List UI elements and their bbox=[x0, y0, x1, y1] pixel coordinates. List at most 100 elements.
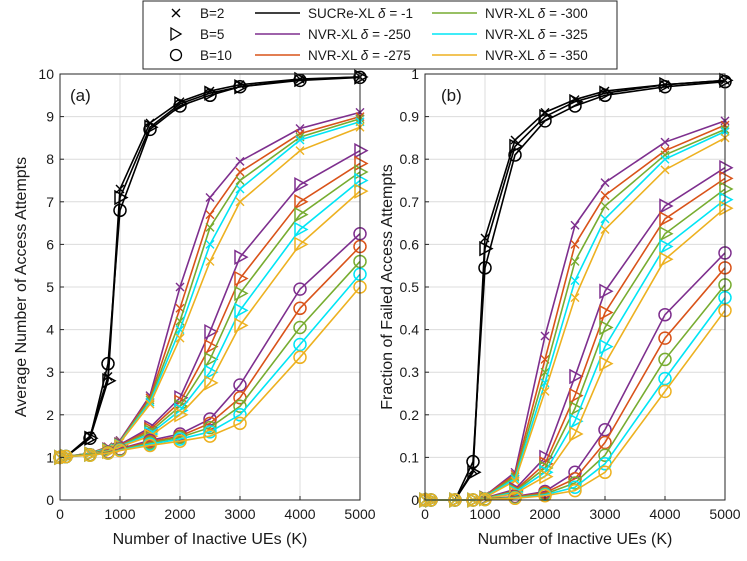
data-point-x-marker bbox=[235, 167, 245, 177]
panel-b-ytick-label: 0.8 bbox=[400, 151, 420, 167]
data-point-x-marker bbox=[600, 178, 610, 188]
data-point-circle-marker bbox=[466, 454, 480, 469]
data-point-x-marker bbox=[295, 135, 305, 145]
circle-marker-icon bbox=[169, 48, 183, 62]
data-point-triangle-marker bbox=[102, 372, 117, 389]
data-point-x-marker bbox=[660, 154, 670, 164]
panel-b-ytick-label: 0.1 bbox=[400, 449, 420, 465]
panel-a-ytick-label: 8 bbox=[46, 151, 54, 167]
x-marker-icon bbox=[171, 8, 181, 18]
panel-a-ytick-label: 3 bbox=[46, 364, 54, 380]
data-point-triangle-marker bbox=[234, 79, 249, 95]
panel-b-ytick-label: 0.3 bbox=[400, 364, 420, 380]
legend-label-nvr-350: NVR-XL δ = -350 bbox=[485, 48, 588, 63]
legend-entry-nvr-325: NVR-XL δ = -325 bbox=[432, 27, 588, 42]
data-point-triangle-marker bbox=[354, 172, 369, 189]
legend-label-b2: B=2 bbox=[200, 6, 224, 21]
data-point-circle-marker bbox=[293, 337, 307, 352]
data-point-triangle-marker bbox=[234, 317, 249, 334]
panel-a-xlabel: Number of Inactive UEs (K) bbox=[113, 531, 308, 548]
legend-label-b5: B=5 bbox=[200, 27, 224, 42]
data-point-triangle-marker bbox=[294, 71, 309, 88]
data-point-triangle-marker bbox=[294, 177, 309, 193]
panel-a-xtick-label: 1000 bbox=[104, 506, 135, 522]
legend-entry-b2: B=2 bbox=[171, 6, 224, 21]
data-point-circle-marker bbox=[568, 483, 582, 498]
data-point-triangle-marker bbox=[659, 198, 674, 214]
data-point-triangle-marker bbox=[719, 191, 734, 208]
panel-a-ytick-label: 7 bbox=[46, 194, 54, 210]
data-point-circle-marker bbox=[233, 416, 247, 431]
data-point-circle-marker bbox=[143, 438, 157, 453]
panel-b-ticks: 0 1000 2000 3000 4000 5000 0 0.1 0.2 0.3 0.4 0.5 0.6… bbox=[400, 66, 741, 522]
data-point-triangle-marker bbox=[354, 183, 369, 199]
data-point-triangle-marker bbox=[234, 270, 249, 287]
triangle-marker-icon bbox=[170, 26, 183, 42]
data-point-triangle-marker bbox=[569, 387, 584, 404]
data-point-circle-marker bbox=[598, 422, 612, 437]
data-point-triangle-marker bbox=[234, 285, 249, 302]
data-point-x-marker bbox=[540, 386, 550, 396]
data-point-circle-marker bbox=[598, 435, 612, 450]
panel-b-ytick-label: 0.5 bbox=[400, 279, 420, 295]
panel-a-ytick-label: 5 bbox=[46, 279, 54, 295]
panel-b-xtick-label: 2000 bbox=[529, 506, 560, 522]
panel-b-xlabel: Number of Inactive UEs (K) bbox=[478, 531, 673, 548]
data-point-circle-marker bbox=[143, 122, 157, 137]
data-point-x-marker bbox=[295, 146, 305, 156]
data-point-triangle-marker bbox=[569, 413, 584, 429]
data-point-circle-marker bbox=[101, 356, 115, 371]
data-point-circle-marker bbox=[293, 350, 307, 365]
data-point-circle-marker bbox=[203, 88, 217, 103]
legend-label-nvr-325: NVR-XL δ = -325 bbox=[485, 27, 588, 42]
legend: B=2 B=5 B=10 SUCRe-XL δ = -1 NVR-XL δ = … bbox=[142, 0, 618, 70]
data-point-x-marker bbox=[600, 214, 610, 224]
data-point-circle-marker bbox=[508, 148, 522, 162]
panel-a-xtick-label: 5000 bbox=[344, 506, 375, 522]
panel-b-ytick-label: 0.6 bbox=[400, 236, 420, 252]
data-point-triangle-marker bbox=[354, 142, 369, 159]
data-point-circle-marker bbox=[658, 331, 672, 345]
panel-b-xtick-label: 5000 bbox=[709, 506, 740, 522]
data-point-x-marker bbox=[570, 256, 580, 266]
data-point-triangle-marker bbox=[599, 338, 614, 355]
data-point-triangle-marker bbox=[204, 375, 219, 391]
data-point-x-marker bbox=[570, 293, 580, 303]
panel-a-ytick-label: 6 bbox=[46, 236, 54, 252]
panel-b-label: (b) bbox=[441, 86, 462, 105]
data-point-circle-marker bbox=[658, 307, 672, 322]
data-point-triangle-marker bbox=[539, 468, 554, 485]
data-point-x-marker bbox=[600, 224, 610, 234]
panel-b-ytick-label: 1 bbox=[411, 66, 419, 82]
panel-a-xtick-label: 2000 bbox=[164, 506, 195, 522]
data-point-triangle-marker bbox=[569, 400, 584, 417]
data-point-triangle-marker bbox=[204, 338, 219, 355]
data-point-triangle-marker bbox=[719, 170, 734, 187]
data-point-x-marker bbox=[175, 333, 185, 343]
legend-entry-b5: B=5 bbox=[170, 26, 224, 42]
data-point-triangle-marker bbox=[719, 159, 734, 176]
panel-b-ytick-label: 0 bbox=[411, 492, 419, 508]
panel-a-label: (a) bbox=[70, 86, 91, 105]
data-point-triangle-marker bbox=[719, 200, 734, 216]
data-point-circle-marker bbox=[203, 425, 217, 439]
data-point-circle-marker bbox=[538, 114, 552, 128]
data-point-circle-marker bbox=[538, 488, 552, 503]
data-point-triangle-marker bbox=[204, 323, 219, 340]
panel-b-xtick-label: 1000 bbox=[469, 506, 500, 522]
data-point-x-marker bbox=[235, 197, 245, 207]
data-point-x-marker bbox=[540, 331, 550, 341]
data-point-triangle-marker bbox=[354, 164, 369, 180]
panel-a-xtick-label: 4000 bbox=[284, 506, 315, 522]
data-point-triangle-marker bbox=[174, 407, 189, 423]
data-point-triangle-marker bbox=[599, 304, 614, 321]
data-point-x-marker bbox=[235, 156, 245, 166]
panel-b-ytick-label: 0.9 bbox=[400, 109, 420, 125]
data-point-x-marker bbox=[205, 193, 215, 203]
data-point-triangle-marker bbox=[204, 351, 219, 368]
data-point-x-marker bbox=[175, 282, 185, 292]
data-point-circle-marker bbox=[508, 491, 522, 506]
data-point-triangle-marker bbox=[659, 211, 674, 227]
data-point-circle-marker bbox=[293, 320, 307, 335]
data-point-x-marker bbox=[205, 239, 215, 249]
